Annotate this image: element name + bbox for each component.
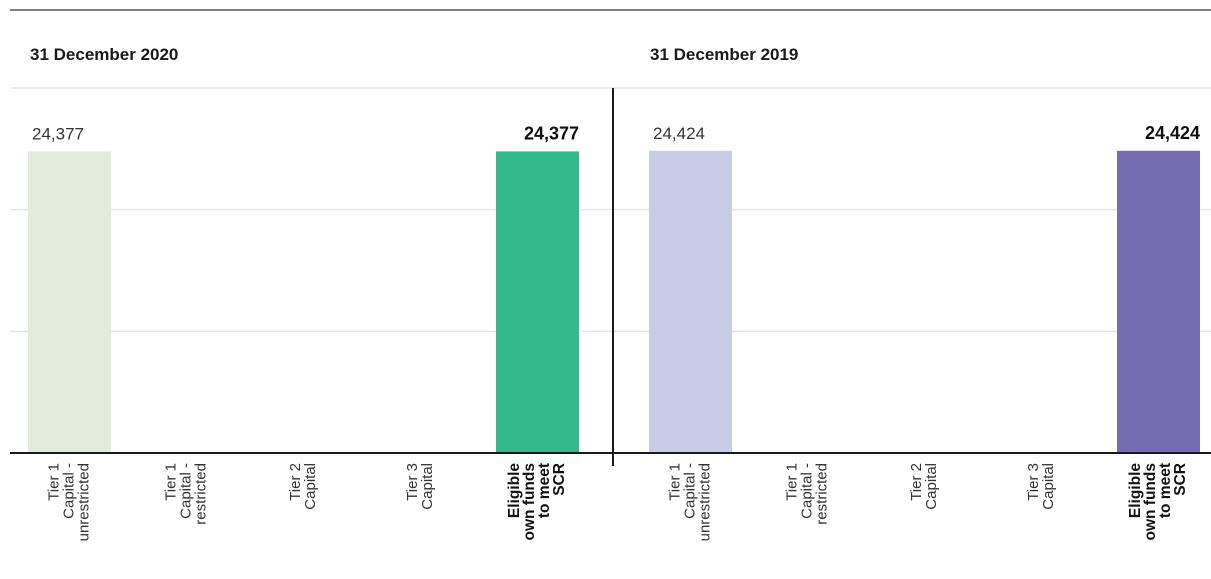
category-label-line: Capital [419, 463, 436, 510]
category-label-line: Capital [923, 463, 940, 510]
value-labels: 24,377 24,377 24,424 24,424 [32, 123, 1200, 144]
category-label-line: Capital - [799, 463, 816, 519]
panel-title-2019: 31 December 2019 [650, 45, 798, 64]
bars [28, 150, 1200, 453]
category-label-line: SCR [551, 463, 568, 496]
bar-2019-1 [649, 150, 732, 453]
category-label-line: Capital - [178, 463, 195, 519]
panel-title-2020: 31 December 2020 [30, 45, 178, 64]
category-label-line: Eligible [506, 463, 523, 519]
category-label-line: to meet [536, 463, 553, 518]
category-label-line: Capital - [682, 463, 699, 519]
category-label-line: Capital [1040, 463, 1057, 510]
category-label-line: Tier 1 [46, 463, 63, 501]
category-label-line: unrestricted [697, 463, 714, 541]
category-label-line: Tier 3 [404, 463, 421, 501]
data-label: 24,377 [32, 124, 84, 143]
category-label-line: Tier 1 [784, 463, 801, 501]
category-label-line: to meet [1157, 463, 1174, 518]
data-label: 24,424 [653, 124, 705, 143]
category-label-line: Tier 1 [667, 463, 684, 501]
category-label-line: Capital [302, 463, 319, 510]
category-label-line: Capital - [61, 463, 78, 519]
category-label-line: restricted [814, 463, 831, 525]
category-label-line: restricted [193, 463, 210, 525]
data-label: 24,424 [1145, 123, 1200, 143]
bar-2020-5 [496, 151, 579, 453]
category-label-line: Tier 3 [1025, 463, 1042, 501]
category-label-line: SCR [1172, 463, 1189, 496]
category-label-line: own funds [521, 463, 538, 541]
gridlines [10, 87, 1211, 333]
bar-2020-1 [28, 151, 111, 453]
category-label-line: Tier 2 [287, 463, 304, 501]
category-label-line: Eligible [1127, 463, 1144, 519]
category-label-line: Tier 1 [163, 463, 180, 501]
category-label-line: unrestricted [76, 463, 93, 541]
category-label-line: own funds [1142, 463, 1159, 541]
bar-2019-5 [1117, 150, 1200, 453]
data-label: 24,377 [524, 123, 579, 143]
category-label-line: Tier 2 [908, 463, 925, 501]
